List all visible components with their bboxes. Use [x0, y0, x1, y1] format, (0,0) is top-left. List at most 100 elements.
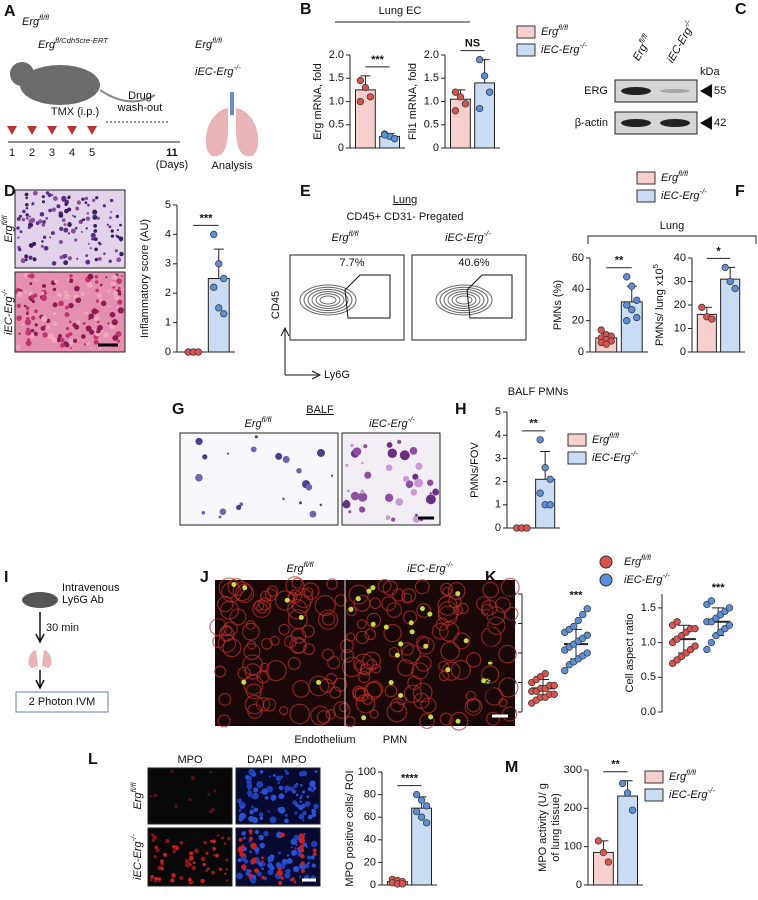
ivm-vessel: [355, 630, 370, 645]
data-point: [475, 104, 484, 113]
legend-swatch: [567, 433, 587, 447]
ivm-vessel: [256, 602, 268, 614]
ivm-vessel: [435, 617, 449, 631]
y-axis-label: Cell aspect ratio: [624, 614, 636, 693]
ivm-pmn: [284, 597, 290, 603]
micrograph-cell: [357, 492, 368, 502]
data-point: [451, 88, 460, 96]
micrograph-cell: [301, 790, 306, 794]
micrograph-cell: [94, 315, 100, 321]
micrograph-cell: [112, 334, 119, 341]
ivm-pmn: [241, 679, 247, 685]
y-axis-label: MPO activity (U/ g: [537, 783, 549, 872]
genotype-label-sup: fl/fl: [0, 215, 9, 225]
micrograph-cell: [93, 339, 99, 345]
genotype-label-sup: -/-: [129, 834, 138, 842]
micrograph-cell: [302, 842, 307, 846]
micrograph-cell: [64, 305, 69, 310]
blot-row-label: ERG: [584, 85, 608, 97]
y-tick-label: 0: [578, 346, 584, 358]
micrograph-cell: [250, 857, 257, 864]
ivm-vessel: [291, 577, 303, 589]
ivm-vessel: [481, 665, 500, 684]
genotype-label: Ergfl/fl: [661, 169, 688, 184]
micrograph-cell: [153, 855, 157, 859]
micrograph-cell: [40, 326, 46, 331]
micrograph-cell: [249, 809, 255, 815]
micrograph-cell: [117, 339, 121, 343]
ivm-vessel: [321, 612, 336, 626]
micrograph-cell: [80, 219, 83, 222]
genotype-label-sup: -/-: [663, 571, 671, 580]
micrograph-cell: [25, 329, 32, 336]
washout-label: wash-out: [117, 102, 163, 114]
y-tick-label: 20: [572, 315, 584, 327]
data-point: [541, 464, 549, 472]
ivm-vessel: [290, 628, 307, 644]
ivm-vessel: [269, 635, 280, 646]
micrograph-cell: [74, 238, 78, 242]
ivm-pmn: [485, 678, 491, 684]
kda-label: kDa: [700, 66, 720, 78]
mouse-head: [10, 62, 34, 86]
ivm-vessel: [302, 643, 315, 656]
micrograph-cell: [359, 506, 366, 513]
panel-letter: B: [300, 1, 312, 18]
micrograph-cell: [298, 875, 302, 878]
y-tick-label: 10: [674, 322, 686, 334]
genotype-label: iEC-Erg-/-: [669, 786, 715, 801]
micrograph-cell: [306, 855, 312, 860]
panel-letter: A: [4, 3, 16, 20]
micrograph-cell: [24, 318, 32, 326]
micrograph-cell: [18, 214, 23, 218]
micrograph-cell: [160, 859, 164, 864]
panel-letter: E: [300, 183, 311, 200]
data-point: [583, 605, 591, 613]
micrograph-cell: [41, 315, 48, 323]
genotype-label: iEC-Erg-/-: [661, 187, 707, 202]
ivm-vessel: [450, 659, 472, 680]
data-point: [366, 93, 375, 101]
ivm-pmn: [361, 715, 367, 721]
micrograph-cell: [162, 852, 168, 857]
micrograph-cell: [30, 294, 35, 300]
micrograph-cell: [251, 805, 254, 809]
micrograph-cell: [67, 196, 71, 200]
micrograph-cell: [73, 338, 78, 343]
significance: ***: [200, 212, 214, 224]
micrograph-cell: [43, 324, 47, 328]
micrograph-cell: [299, 501, 302, 505]
micrograph-cell: [203, 840, 208, 845]
micrograph-cell: [410, 488, 418, 496]
micrograph-cell: [387, 448, 398, 459]
micrograph-cell: [294, 847, 297, 850]
genotype-label-base: Erg: [631, 41, 650, 63]
genotype-label-sup: fl/fl: [129, 782, 138, 792]
data-point: [361, 83, 370, 92]
micrograph-cell: [157, 877, 162, 882]
micrograph-cell: [278, 851, 281, 855]
micrograph-cell: [28, 215, 31, 218]
y-tick-label: 0: [338, 142, 344, 154]
y-axis-label: of lung tissue): [550, 793, 562, 861]
ivm-vessel: [327, 656, 341, 670]
genotype-label-sup: -/-: [484, 229, 492, 238]
micrograph-cell: [91, 237, 94, 241]
legend-swatch: [516, 43, 536, 57]
micrograph-cell: [251, 792, 259, 800]
micrograph-cell: [213, 789, 217, 793]
micrograph-cell: [88, 317, 91, 321]
genotype-label-base: Erg: [195, 39, 213, 51]
micrograph-cell: [261, 875, 265, 880]
micrograph-cell: [184, 859, 190, 864]
significance: *: [716, 245, 721, 257]
stain-label: PMN: [383, 734, 408, 746]
stain-label: Endothelium: [294, 734, 355, 746]
micrograph-cell: [241, 831, 246, 836]
ivm-vessel: [221, 581, 242, 603]
y-axis-label-base: PMNs/ lung x10: [654, 268, 666, 346]
micrograph-cell: [76, 257, 79, 260]
micrograph-cell: [84, 196, 89, 201]
micrograph-cell: [151, 833, 154, 836]
ivm-vessel: [416, 603, 432, 618]
